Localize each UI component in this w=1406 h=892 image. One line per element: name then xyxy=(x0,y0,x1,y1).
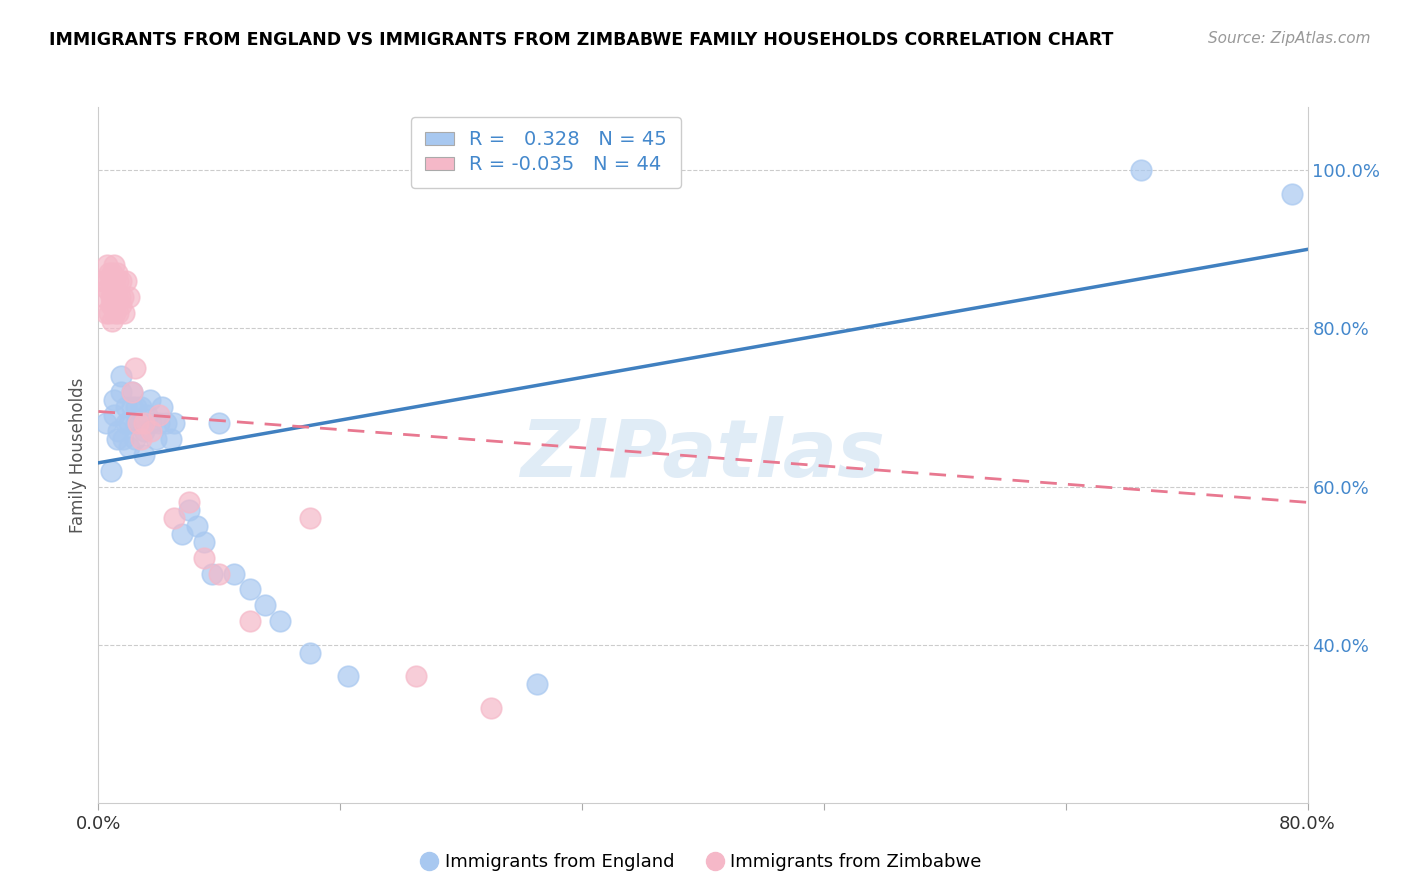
Point xyxy=(107,274,129,288)
Point xyxy=(103,409,125,423)
Point xyxy=(239,614,262,628)
Point xyxy=(96,282,118,296)
Point xyxy=(105,432,128,446)
Point xyxy=(201,566,224,581)
Point xyxy=(163,511,186,525)
Point xyxy=(141,417,163,431)
Point xyxy=(1281,187,1303,202)
Point xyxy=(105,290,128,304)
Point xyxy=(481,701,503,715)
Legend: Immigrants from England, Immigrants from Zimbabwe: Immigrants from England, Immigrants from… xyxy=(418,847,988,879)
Point xyxy=(94,274,117,288)
Text: IMMIGRANTS FROM ENGLAND VS IMMIGRANTS FROM ZIMBABWE FAMILY HOUSEHOLDS CORRELATIO: IMMIGRANTS FROM ENGLAND VS IMMIGRANTS FR… xyxy=(49,31,1114,49)
Point xyxy=(526,677,548,691)
Point xyxy=(150,401,173,415)
Point xyxy=(139,392,162,407)
Point xyxy=(121,384,143,399)
Point xyxy=(141,424,163,438)
Point xyxy=(101,266,124,280)
Point xyxy=(1130,163,1153,178)
Point xyxy=(179,503,201,517)
Point xyxy=(100,290,122,304)
Point xyxy=(103,392,125,407)
Point xyxy=(100,298,122,312)
Point xyxy=(148,409,170,423)
Text: ZIPatlas: ZIPatlas xyxy=(520,416,886,494)
Point xyxy=(94,417,117,431)
Y-axis label: Family Households: Family Households xyxy=(69,377,87,533)
Point xyxy=(94,305,117,319)
Point xyxy=(100,274,122,288)
Point xyxy=(118,440,141,454)
Point xyxy=(186,519,208,533)
Point xyxy=(101,313,124,327)
Point xyxy=(163,417,186,431)
Point xyxy=(121,384,143,399)
Point xyxy=(170,527,193,541)
Point xyxy=(110,274,132,288)
Point xyxy=(129,432,152,446)
Point xyxy=(91,274,114,288)
Point xyxy=(105,266,128,280)
Point xyxy=(336,669,359,683)
Point xyxy=(132,424,155,438)
Point xyxy=(160,432,183,446)
Point xyxy=(110,298,132,312)
Point xyxy=(100,464,122,478)
Point xyxy=(239,582,262,597)
Point xyxy=(111,432,134,446)
Point xyxy=(253,598,276,612)
Point xyxy=(98,305,121,319)
Text: Source: ZipAtlas.com: Source: ZipAtlas.com xyxy=(1208,31,1371,46)
Point xyxy=(124,432,146,446)
Point xyxy=(155,417,177,431)
Point xyxy=(135,409,157,423)
Point xyxy=(179,495,201,509)
Point xyxy=(107,305,129,319)
Point xyxy=(193,550,215,565)
Point xyxy=(110,368,132,383)
Point xyxy=(104,282,127,296)
Point xyxy=(125,417,148,431)
Point xyxy=(98,266,121,280)
Point xyxy=(114,401,136,415)
Point xyxy=(269,614,291,628)
Legend: R =   0.328   N = 45, R = -0.035   N = 44: R = 0.328 N = 45, R = -0.035 N = 44 xyxy=(411,117,681,188)
Point xyxy=(132,448,155,462)
Point xyxy=(107,424,129,438)
Point xyxy=(193,535,215,549)
Point xyxy=(112,305,135,319)
Point xyxy=(208,566,231,581)
Point xyxy=(103,290,125,304)
Point xyxy=(224,566,246,581)
Point xyxy=(104,305,127,319)
Point xyxy=(118,290,141,304)
Point xyxy=(110,384,132,399)
Point xyxy=(127,417,149,431)
Point xyxy=(96,258,118,272)
Point xyxy=(148,417,170,431)
Point xyxy=(121,401,143,415)
Point xyxy=(299,511,322,525)
Point xyxy=(405,669,427,683)
Point xyxy=(108,290,131,304)
Point xyxy=(103,258,125,272)
Point xyxy=(103,274,125,288)
Point xyxy=(129,401,152,415)
Point xyxy=(145,432,167,446)
Point xyxy=(125,401,148,415)
Point xyxy=(114,417,136,431)
Point xyxy=(124,361,146,376)
Point xyxy=(299,646,322,660)
Point xyxy=(111,290,134,304)
Point xyxy=(132,417,155,431)
Point xyxy=(114,274,136,288)
Point xyxy=(118,417,141,431)
Point xyxy=(93,290,115,304)
Point xyxy=(208,417,231,431)
